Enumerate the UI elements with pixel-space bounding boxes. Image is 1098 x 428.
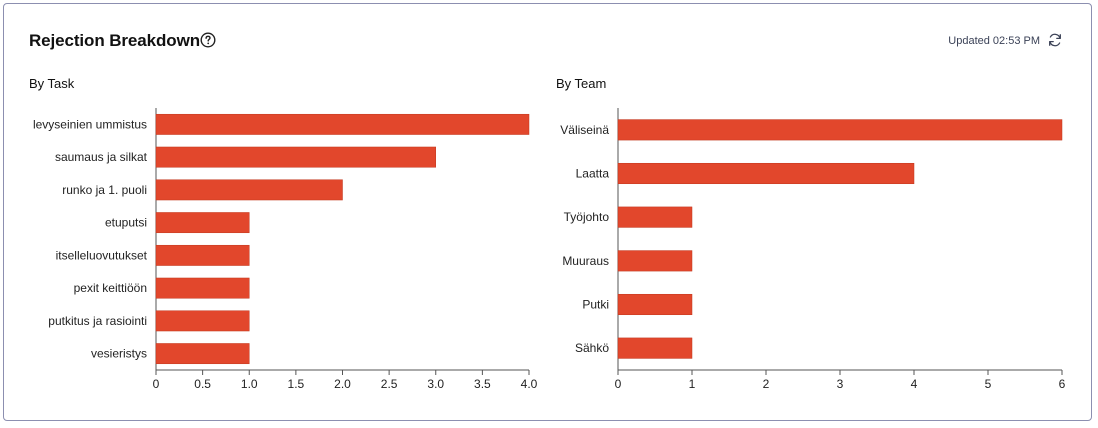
x-tick-label: 3.5 — [474, 377, 491, 391]
x-tick-label: 4 — [911, 377, 918, 391]
x-tick-label: 2.0 — [334, 377, 351, 391]
category-label: Väliseinä — [560, 123, 609, 137]
x-tick-label: 0 — [153, 377, 160, 391]
rejection-breakdown-card: Rejection Breakdown Updated 02:53 PM By … — [3, 3, 1092, 421]
bar-0-3 — [155, 212, 250, 234]
x-tick-label: 2 — [763, 377, 770, 391]
category-label: saumaus ja silkat — [55, 150, 148, 164]
bar-0-1 — [155, 146, 436, 168]
x-tick-label: 3.0 — [427, 377, 444, 391]
category-label: vesieristys — [91, 347, 147, 361]
category-label: Laatta — [576, 167, 610, 181]
category-label: etuputsi — [105, 216, 147, 230]
x-tick-label: 1.5 — [288, 377, 305, 391]
category-label: runko ja 1. puoli — [62, 183, 147, 197]
x-tick-label: 0 — [615, 377, 622, 391]
x-tick-label: 4.0 — [521, 377, 538, 391]
bar-1-2 — [617, 206, 693, 228]
bar-0-5 — [155, 277, 250, 299]
task-bar-chart: levyseinien ummistus saumaus ja silkat run… — [33, 108, 538, 391]
task-chart-title: By Task — [29, 76, 75, 91]
bar-1-3 — [617, 250, 693, 272]
refresh-icon[interactable] — [1047, 32, 1063, 48]
bar-1-1 — [617, 162, 915, 185]
bar-0-0 — [155, 113, 530, 135]
category-label: levyseinien ummistus — [33, 117, 147, 131]
category-label: Sähkö — [575, 341, 609, 355]
team-bar-chart: Väliseinä Laatta Työjohto Muuraus Putki Sähkö… — [560, 108, 1066, 391]
bar-0-4 — [155, 244, 250, 266]
bar-1-4 — [617, 293, 693, 316]
bar-0-7 — [155, 343, 250, 365]
category-label: itselleluovutukset — [56, 248, 148, 262]
x-tick-label: 5 — [985, 377, 992, 391]
category-label: pexit keittiöön — [74, 281, 147, 295]
category-label: Työjohto — [564, 210, 610, 224]
bar-1-0 — [617, 119, 1063, 141]
x-tick-label: 2.5 — [381, 377, 398, 391]
x-tick-label: 3 — [837, 377, 844, 391]
bar-0-2 — [155, 179, 343, 201]
updated-timestamp: Updated 02:53 PM — [948, 35, 1040, 47]
help-circle-icon[interactable] — [200, 32, 216, 48]
x-tick-label: 1 — [689, 377, 696, 391]
card-title: Rejection Breakdown — [29, 31, 200, 50]
category-label: Putki — [582, 298, 609, 312]
bar-0-6 — [155, 310, 250, 332]
team-chart-title: By Team — [556, 76, 607, 91]
category-label: Muuraus — [562, 254, 609, 268]
x-tick-label: 0.5 — [194, 377, 211, 391]
x-tick-label: 6 — [1059, 377, 1066, 391]
x-tick-label: 1.0 — [241, 377, 258, 391]
category-label: putkitus ja rasiointi — [48, 314, 147, 328]
bar-1-5 — [617, 337, 693, 359]
